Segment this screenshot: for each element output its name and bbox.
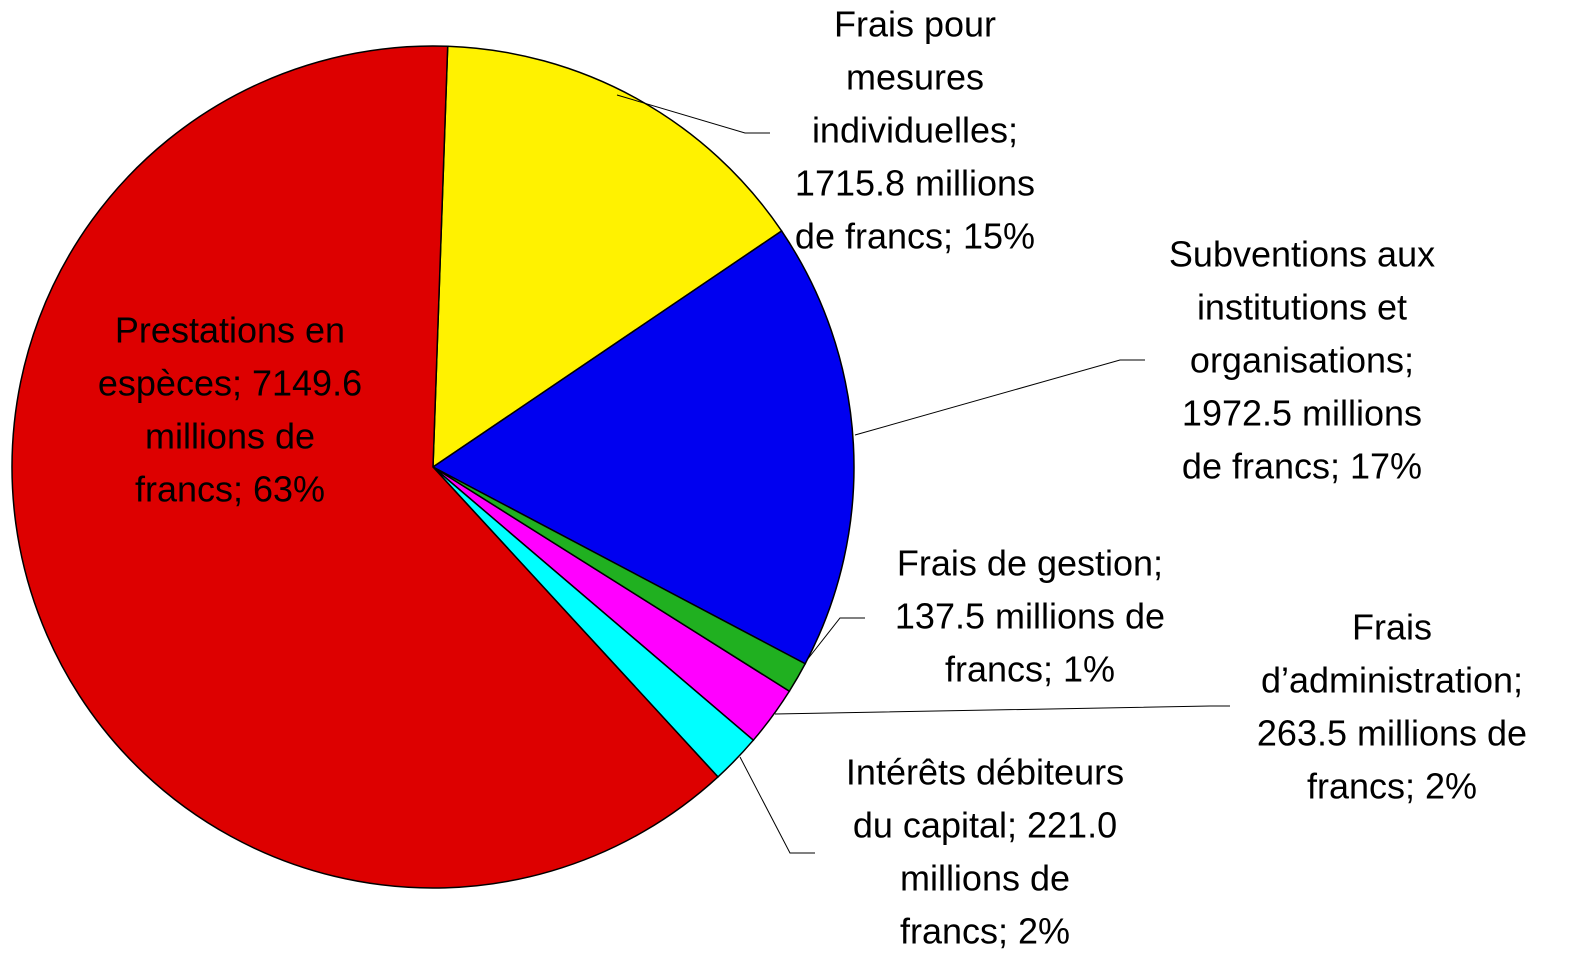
data-label-line: Frais bbox=[1352, 607, 1432, 648]
data-label-line: francs; 1% bbox=[945, 649, 1115, 690]
data-label-line: d’administration; bbox=[1261, 660, 1523, 701]
slice bbox=[11, 45, 720, 889]
data-label: Subventions aux institutions et organisati… bbox=[1169, 234, 1435, 487]
data-label-line: espèces; 7149.6 bbox=[98, 363, 362, 404]
data-label: Prestations en espèces; 7149.6 millions de… bbox=[98, 310, 362, 510]
data-label-line: mesures bbox=[846, 57, 984, 98]
data-label: Frais d’administration; 263.5 millions de f… bbox=[1257, 607, 1527, 807]
data-label-line: francs; 2% bbox=[1307, 766, 1477, 807]
slice bbox=[431, 229, 855, 665]
leader-line bbox=[806, 617, 865, 661]
data-label-line: de francs; 17% bbox=[1182, 446, 1422, 487]
data-label-line: 1715.8 millions bbox=[795, 163, 1035, 204]
data-label-line: institutions et bbox=[1197, 287, 1407, 328]
data-label-line: 1972.5 millions bbox=[1182, 393, 1422, 434]
data-label: Frais pour mesures individuelles; 1715.8 mi… bbox=[795, 4, 1035, 257]
leader-line bbox=[854, 359, 1145, 436]
data-label-line: Subventions aux bbox=[1169, 234, 1435, 275]
data-label-line: individuelles; bbox=[812, 110, 1018, 151]
data-label-line: millions de bbox=[145, 416, 315, 457]
leader-line bbox=[616, 94, 770, 134]
data-label-line: 137.5 millions de bbox=[895, 596, 1165, 637]
data-label-line: 263.5 millions de bbox=[1257, 713, 1527, 754]
data-label-line: Prestations en bbox=[115, 310, 345, 351]
data-label-line: francs; 2% bbox=[900, 911, 1070, 952]
data-label: Frais de gestion; 137.5 millions de francs… bbox=[895, 543, 1165, 690]
slices bbox=[11, 45, 855, 889]
data-label-line: francs; 63% bbox=[135, 469, 325, 510]
data-label: Intérêts débiteurs du capital; 221.0 milli… bbox=[846, 752, 1124, 952]
data-label-line: Frais de gestion; bbox=[897, 543, 1163, 584]
leaders bbox=[616, 94, 1230, 854]
leader-line bbox=[739, 756, 815, 854]
slice bbox=[432, 45, 783, 469]
data-label-line: organisations; bbox=[1190, 340, 1414, 381]
data-label-line: du capital; 221.0 bbox=[853, 805, 1117, 846]
data-label-line: de francs; 15% bbox=[795, 216, 1035, 257]
data-label-line: Frais pour bbox=[834, 4, 996, 45]
leader-line bbox=[774, 705, 1230, 715]
data-label-line: Intérêts débiteurs bbox=[846, 752, 1124, 793]
data-label-line: millions de bbox=[900, 858, 1070, 899]
